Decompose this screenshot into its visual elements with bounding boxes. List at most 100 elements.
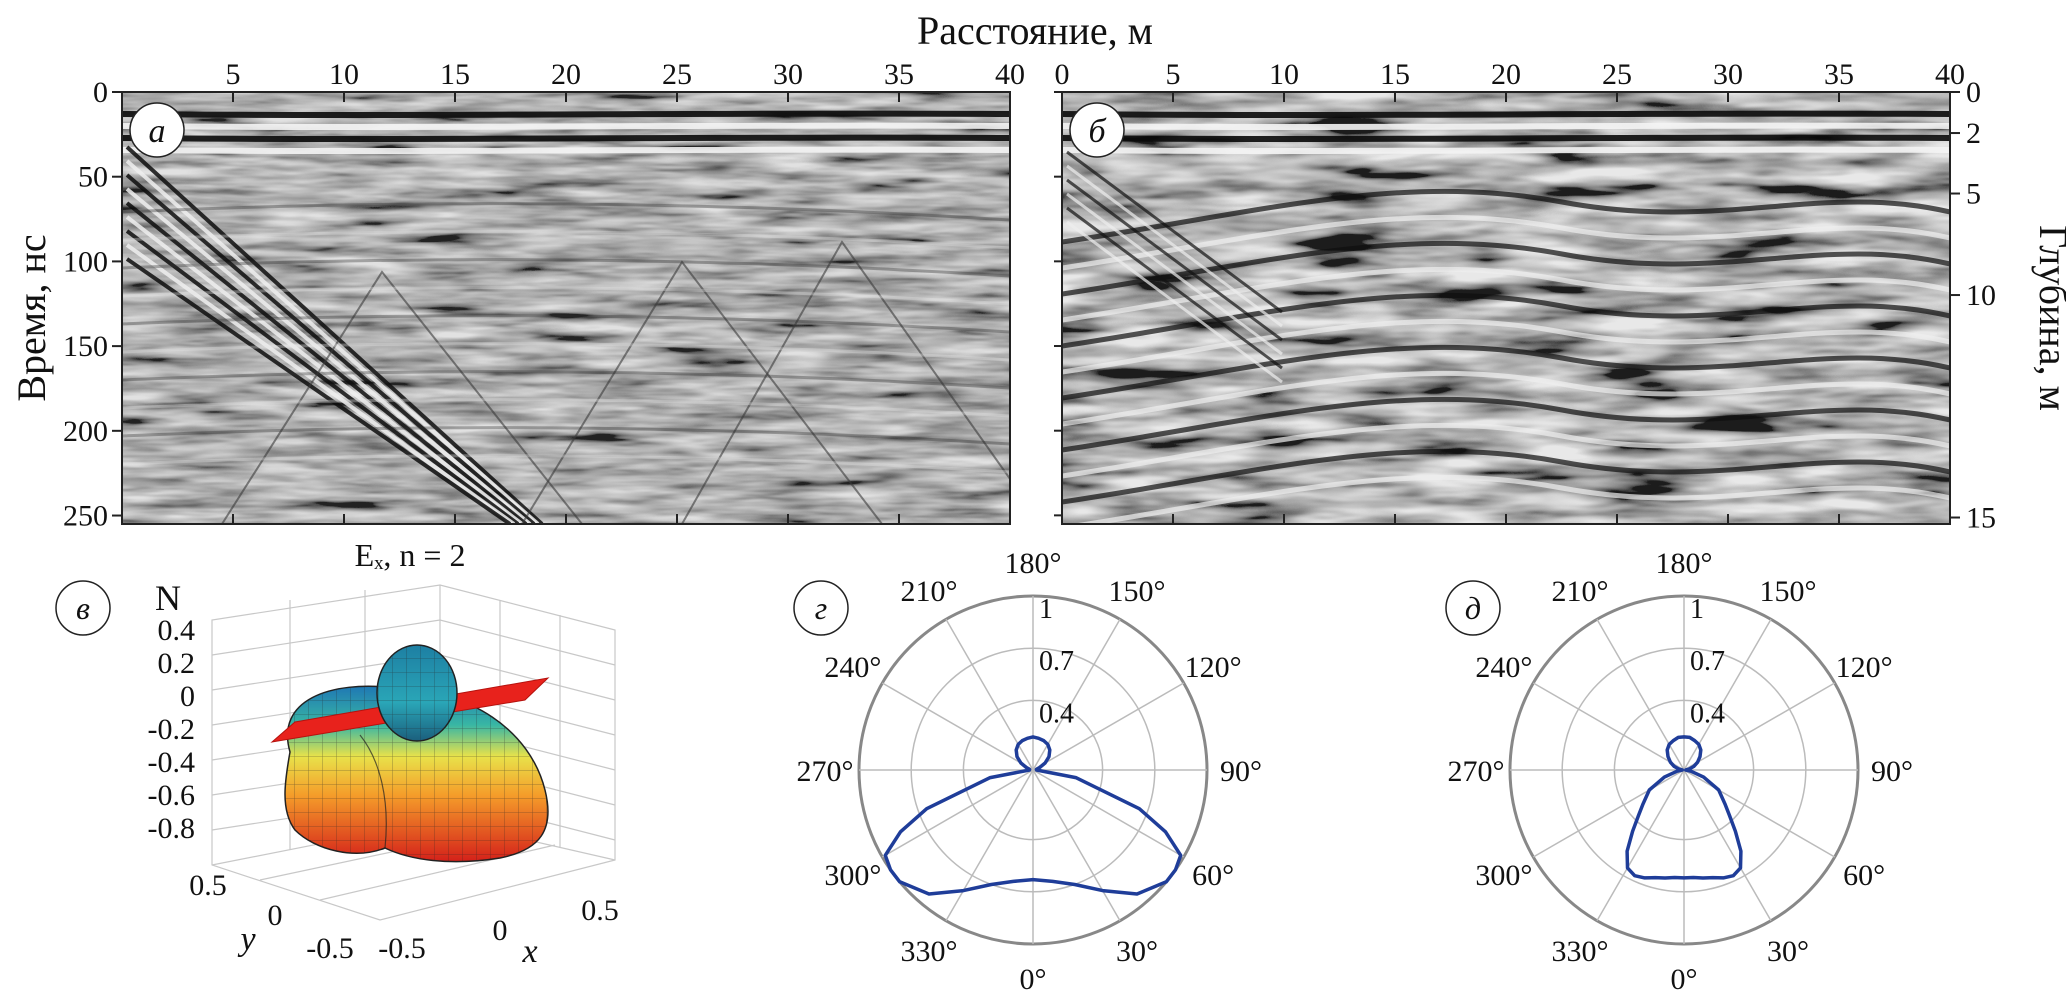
- polar-angle-label: 300°: [1475, 859, 1532, 892]
- depth-tick-label: 2: [1966, 117, 1981, 150]
- y-tick-label-3d: 0.5: [189, 869, 227, 902]
- pattern-3d-axes: 0.40.20-0.2-0.4-0.6-0.8-0.500.50.50-0.5: [148, 614, 619, 965]
- polar-radius-label: 1: [1039, 594, 1053, 625]
- distance-axis-title: Расстояние, м: [917, 8, 1153, 53]
- polar-angle-label: 180°: [1656, 547, 1713, 580]
- z-tick-label: -0.6: [148, 779, 196, 812]
- x-tick-label: 20: [551, 58, 581, 91]
- polar-angle-label: 0°: [1671, 963, 1698, 992]
- x-tick-label: 35: [1824, 58, 1854, 91]
- polar-angle-label: 120°: [1836, 651, 1893, 684]
- z-tick-label: -0.8: [148, 812, 196, 845]
- panel-label-v: в: [76, 590, 90, 626]
- polar-angle-label: 180°: [1005, 547, 1062, 580]
- layer: [1062, 448, 1950, 505]
- reflection-band: [122, 110, 1010, 118]
- polar-spoke: [1596, 769, 1685, 922]
- pattern-3d-panel: в Eₓ, n = 2 N 0.40.20-0.2-0.4-0.6-0.8-0.…: [55, 537, 619, 970]
- y-tick-label: 100: [63, 245, 108, 278]
- x-tick-label: 30: [1713, 58, 1743, 91]
- polar-angle-label: 150°: [1109, 575, 1166, 608]
- polar-spoke: [1032, 618, 1121, 771]
- polar-spoke: [1532, 682, 1685, 771]
- y-tick-label: 0: [93, 76, 108, 109]
- diagonal-reflection: [125, 257, 512, 524]
- diagonal-reflection: [1066, 192, 1283, 356]
- polar-panel-g: г 180° 150° 120° 90° 60° 30° 0° 330° 300° 270° 240…: [793, 547, 1262, 992]
- polar-angle-label: 270°: [1448, 755, 1505, 788]
- x-tick-label: 25: [662, 58, 692, 91]
- polar-angle-label: 270°: [797, 755, 854, 788]
- layer: [1062, 214, 1950, 271]
- panel-label-a: а: [149, 113, 166, 150]
- radargram-panel-a: 5 10 15 20 25 30 35 40 0 50 100 150 200 250 а Время, …: [9, 58, 1025, 533]
- reflection-band: [122, 146, 1010, 154]
- x-tick-label: 25: [1602, 58, 1632, 91]
- hyperbola: [221, 270, 583, 524]
- diagonal-reflection: [125, 243, 516, 524]
- z-axis-label: N: [155, 578, 181, 618]
- reflection-band: [122, 134, 1010, 142]
- polar-angle-label: 90°: [1871, 755, 1913, 788]
- polar-spoke: [1683, 682, 1836, 771]
- layer: [122, 454, 1010, 474]
- diagonal-reflection: [125, 201, 528, 524]
- x-tick-label: 5: [226, 58, 241, 91]
- panel-label-v-circle: [55, 580, 111, 636]
- hyperbola: [681, 240, 1010, 524]
- polar-pattern-line: [883, 735, 1183, 896]
- z-tick-label: 0.2: [158, 647, 196, 680]
- x-tick-label: 40: [995, 58, 1025, 91]
- polar-angle-label: 240°: [824, 651, 881, 684]
- polar-spoke: [881, 769, 1034, 858]
- polar-panel-d: д 180° 150° 120° 90° 60° 30° 0° 330° 300° 270° 240…: [1445, 547, 1913, 992]
- diagonal-reflection: [1066, 178, 1283, 342]
- polar-angle-label: 60°: [1843, 859, 1885, 892]
- x-tick-label: 10: [1269, 58, 1299, 91]
- layer: [122, 230, 1010, 250]
- reflection-band: [1062, 110, 1950, 118]
- layer: [122, 314, 1010, 334]
- layer: [1062, 292, 1950, 349]
- y-axis-label-depth: Глубина, м: [2031, 225, 2066, 411]
- polar-spoke: [1532, 769, 1685, 858]
- layer: [1062, 422, 1950, 479]
- pattern-3d-title: Eₓ, n = 2: [355, 537, 466, 573]
- reflection-band: [1062, 134, 1950, 142]
- layer: [122, 342, 1010, 362]
- z-tick-label: -0.2: [148, 713, 196, 746]
- polar-angle-label: 0°: [1020, 963, 1047, 992]
- diagonal-reflection: [125, 215, 524, 524]
- y-tick-label: 250: [63, 500, 108, 533]
- y-tick-label: 150: [63, 330, 108, 363]
- layer: [122, 286, 1010, 306]
- z-tick-label: -0.4: [148, 746, 196, 779]
- polar-spoke: [1032, 769, 1185, 858]
- polar-angle-label: 330°: [901, 935, 958, 968]
- depth-tick-label: 15: [1966, 502, 1996, 535]
- panel-label-g-circle: [793, 580, 849, 636]
- layer: [1062, 344, 1950, 401]
- y-tick-label: 200: [63, 415, 108, 448]
- depth-tick-label: 5: [1966, 178, 1981, 211]
- polar-radius-label: 1: [1690, 594, 1704, 625]
- polar-pattern-line: [1625, 735, 1743, 880]
- layer: [1062, 266, 1950, 323]
- x-tick-label-3d: 0: [493, 914, 508, 947]
- polar-radius-label: 0.4: [1690, 698, 1725, 729]
- x-tick-label: 30: [773, 58, 803, 91]
- diagonal-reflection: [1066, 206, 1283, 370]
- lobe-fold-line: [359, 734, 387, 849]
- x-tick-label-3d: 0.5: [581, 894, 619, 927]
- y-tick-label: 50: [78, 161, 108, 194]
- x-tick-label: 5: [1166, 58, 1181, 91]
- reflection-band: [122, 122, 1010, 130]
- panel-label-b: б: [1088, 113, 1107, 150]
- polar-angle-label: 30°: [1116, 935, 1158, 968]
- reflection-band: [1062, 122, 1950, 130]
- diagonal-reflection: [125, 229, 520, 524]
- polar-angle-label: 30°: [1767, 935, 1809, 968]
- upper-lobe-mesh: [377, 645, 457, 741]
